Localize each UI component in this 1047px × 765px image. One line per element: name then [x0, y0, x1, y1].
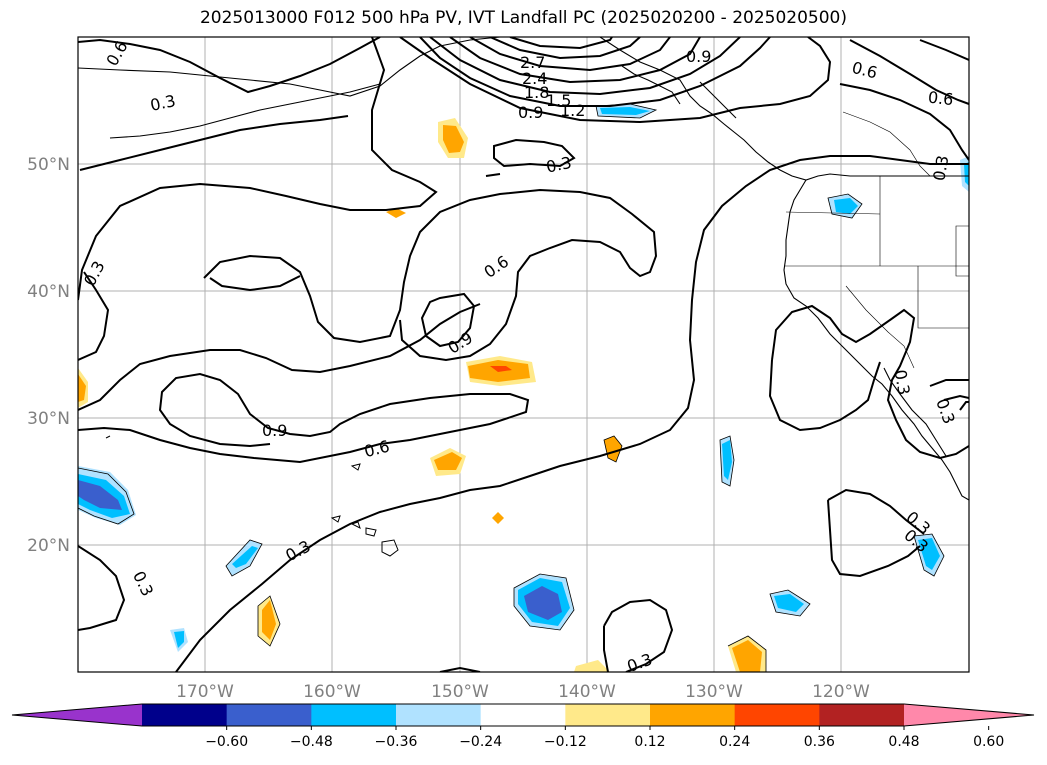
pos-anomaly-patch [443, 125, 464, 153]
colorbar-segment [226, 704, 312, 726]
colorbar-tick-label: −0.24 [459, 734, 502, 750]
neg-anomaly-patch [964, 162, 969, 186]
lon-tick-label: 140°W [558, 682, 616, 702]
contour-label: 2.7 [520, 53, 545, 72]
neg-anomaly-patch [834, 198, 858, 214]
colorbar-segment [396, 704, 482, 726]
lon-tick-label: 120°W [812, 682, 870, 702]
pos-anomaly-patch [604, 436, 622, 462]
colorbar-tick-label: −0.60 [205, 734, 248, 750]
colorbar-tick-label: −0.36 [375, 734, 418, 750]
contour-label: 0.9 [262, 421, 287, 440]
gridlines [78, 37, 969, 672]
lon-tick-label: 160°W [303, 682, 361, 702]
lat-tick-labels: 50°N 40°N 30°N 20°N [27, 155, 70, 556]
colorbar-segment [480, 704, 566, 726]
lon-tick-label: 130°W [685, 682, 743, 702]
neg-anomaly-patch [174, 631, 184, 648]
pos-anomaly-patch [78, 374, 86, 402]
colorbar-segment [311, 704, 397, 726]
contour-label: 1.8 [524, 83, 549, 102]
map-plot-area[interactable]: 0.6 0.3 2.7 2.4 1.8 1.5 1.2 0.9 0.9 0.6 … [77, 36, 970, 677]
contour-label: 0.3 [891, 368, 914, 396]
colorbar-extend-high [904, 704, 1034, 726]
pos-anomaly-patch [490, 366, 512, 372]
contour-label: 0.9 [518, 103, 543, 122]
contour-label: 0.3 [148, 91, 177, 115]
colorbar-ticks: −0.60 −0.48 −0.36 −0.24 −0.12 0.12 0.24 0.36 0.4… [205, 726, 1004, 750]
lat-tick-label: 20°N [27, 536, 70, 556]
pos-anomaly-patch [262, 600, 276, 640]
lon-tick-label: 150°W [431, 682, 489, 702]
contour-label: 0.9 [686, 47, 711, 66]
colorbar-segment [819, 704, 905, 726]
islands [105, 435, 399, 557]
colorbar-tick-label: 0.60 [973, 734, 1004, 750]
contour-label: 0.3 [929, 154, 952, 182]
neg-anomaly-patch [78, 480, 122, 510]
neg-anomaly-patch [918, 538, 940, 570]
pos-anomaly-patch [492, 512, 504, 524]
pos-anomaly-patch [386, 208, 406, 218]
contour-label: 1.2 [560, 101, 585, 120]
lon-tick-label: 170°W [176, 682, 234, 702]
contour-label: 0.3 [624, 650, 654, 677]
neg-anomaly-patch [232, 546, 258, 568]
colorbar-segment [142, 704, 228, 726]
colorbar-segments [11, 703, 1035, 727]
contour-label: 0.6 [927, 88, 954, 110]
colorbar-segment [734, 704, 820, 726]
colorbar-tick-label: 0.24 [719, 734, 750, 750]
neg-anomaly-patch [600, 107, 650, 115]
state-borders [784, 111, 969, 369]
lon-tick-labels: 170°W 160°W 150°W 140°W 130°W 120°W [176, 682, 870, 702]
map-title: 2025013000 F012 500 hPa PV, IVT Landfall… [199, 8, 847, 28]
colorbar-segment [650, 704, 736, 726]
lat-tick-label: 40°N [27, 282, 70, 302]
pos-anomaly-patch [574, 660, 610, 672]
lat-tick-label: 30°N [27, 409, 70, 429]
colorbar-outline [11, 703, 1035, 727]
colorbar-tick-label: 0.48 [888, 734, 919, 750]
contour-label: 2.4 [522, 69, 547, 88]
map-frame [77, 36, 970, 673]
ivt-shading [78, 104, 969, 672]
colorbar-tick-label: −0.12 [544, 734, 587, 750]
neg-anomaly-patch [722, 440, 732, 480]
colorbar-tick-label: −0.48 [290, 734, 333, 750]
lat-tick-label: 50°N [27, 155, 70, 175]
neg-anomaly-patch [524, 586, 562, 620]
colorbar: −0.60 −0.48 −0.36 −0.24 −0.12 0.12 0.24 0.36 0.4… [11, 703, 1035, 750]
pos-anomaly-patch [732, 640, 762, 672]
colorbar-segment [565, 704, 651, 726]
neg-anomaly-patch [774, 594, 804, 612]
colorbar-tick-label: 0.36 [804, 734, 835, 750]
coastlines [78, 37, 969, 501]
pv-contours [78, 37, 969, 672]
contour-label: 0.3 [544, 153, 573, 177]
map-background [78, 37, 969, 672]
colorbar-tick-label: 0.12 [634, 734, 665, 750]
colorbar-extend-low [12, 704, 142, 726]
pos-anomaly-patch [434, 452, 462, 470]
contour-label: 1.5 [546, 91, 571, 110]
